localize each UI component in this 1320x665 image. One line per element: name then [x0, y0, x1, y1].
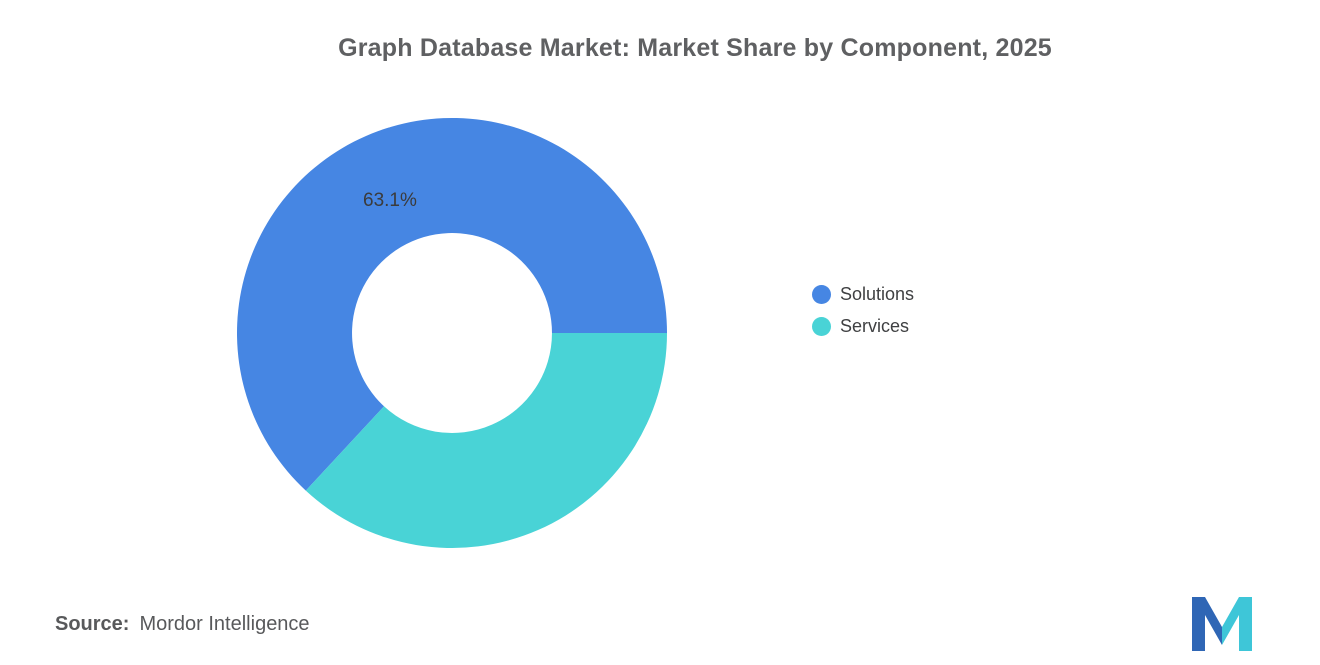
legend: Solutions Services: [812, 284, 914, 337]
legend-dot-solutions: [812, 285, 831, 304]
mordor-intelligence-logo: [1192, 597, 1252, 651]
legend-item-solutions: Solutions: [812, 284, 914, 305]
donut-chart-svg: [237, 118, 667, 549]
donut-slice-solutions: [237, 118, 667, 491]
slice-label-solutions: 63.1%: [363, 190, 417, 211]
chart-title: Graph Database Market: Market Share by C…: [338, 34, 1052, 62]
logo-left-shape: [1192, 597, 1222, 651]
donut-slice-services: [305, 333, 667, 549]
source-prefix: Source:: [55, 613, 130, 635]
source-text: Mordor Intelligence: [139, 613, 310, 635]
legend-label: Services: [840, 316, 910, 336]
logo-right-shape: [1222, 597, 1252, 651]
legend-label: Solutions: [840, 284, 915, 304]
source-line: Source: Mordor Intelligence: [55, 613, 310, 636]
legend-item-services: Services: [812, 316, 914, 337]
legend-dot-services: [812, 317, 831, 336]
donut-chart: [237, 118, 667, 549]
